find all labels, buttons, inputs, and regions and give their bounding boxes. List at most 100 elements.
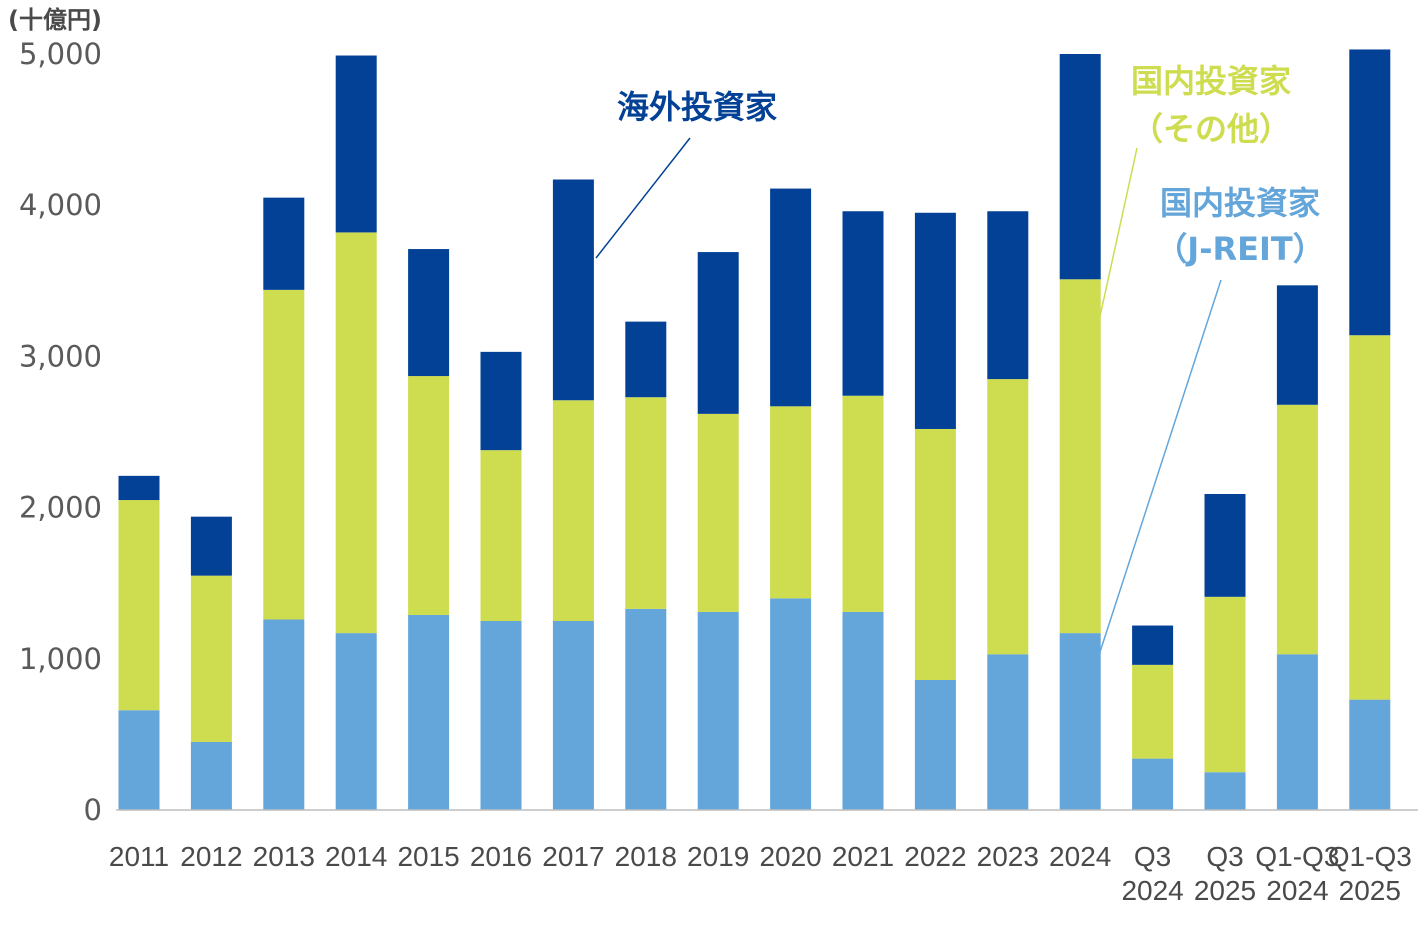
bar-segment-domestic-other bbox=[263, 289, 305, 620]
bar-segment-overseas bbox=[770, 188, 812, 407]
bar-stack bbox=[697, 252, 739, 810]
bar-segment-overseas bbox=[552, 179, 594, 401]
bar-segment-jreit bbox=[770, 598, 812, 810]
y-tick-label: 3,000 bbox=[19, 339, 102, 373]
x-tick-label: 2020 bbox=[759, 841, 821, 872]
bar-stack bbox=[480, 351, 522, 810]
bar-segment-overseas bbox=[190, 516, 232, 576]
bar-stack bbox=[408, 249, 450, 810]
bar-segment-domestic-other bbox=[1204, 596, 1246, 773]
bar-stack bbox=[552, 179, 594, 810]
bar-segment-jreit bbox=[190, 741, 232, 810]
bar-stack bbox=[1276, 285, 1318, 810]
bar-stack bbox=[118, 475, 160, 810]
bar-segment-overseas bbox=[1276, 285, 1318, 405]
bar-segment-overseas bbox=[914, 212, 956, 429]
x-tick-label: Q1-Q3 bbox=[1328, 841, 1412, 872]
bar-segment-jreit bbox=[480, 621, 522, 810]
bar-segment-jreit bbox=[118, 710, 160, 810]
bar-segment-overseas bbox=[1132, 625, 1174, 665]
bar-segment-jreit bbox=[1204, 772, 1246, 810]
bar-segment-domestic-other bbox=[1276, 404, 1318, 655]
y-tick-label: 4,000 bbox=[19, 188, 102, 222]
x-tick-label: 2015 bbox=[397, 841, 459, 872]
bar-stack bbox=[1059, 54, 1101, 810]
x-tick-label: Q3 bbox=[1206, 841, 1243, 872]
bar-segment-domestic-other bbox=[552, 400, 594, 621]
x-tick-label: 2024 bbox=[1266, 875, 1328, 906]
bar-segment-jreit bbox=[625, 608, 667, 810]
x-tick-label: 2013 bbox=[253, 841, 315, 872]
bar-segment-overseas bbox=[118, 475, 160, 501]
bar-segment-jreit bbox=[914, 679, 956, 810]
bar-segment-jreit bbox=[842, 611, 884, 810]
annotation-callout: 国内投資家 （その他） bbox=[1096, 62, 1291, 331]
bar-stack bbox=[190, 516, 232, 810]
bar-segment-domestic-other bbox=[987, 379, 1029, 655]
bar-segment-overseas bbox=[697, 252, 739, 414]
bar-segment-jreit bbox=[987, 654, 1029, 810]
bar-segment-overseas bbox=[408, 249, 450, 377]
bar-segment-domestic-other bbox=[914, 428, 956, 680]
bar-segment-domestic-other bbox=[190, 575, 232, 742]
bar-segment-domestic-other bbox=[770, 406, 812, 599]
bar-segment-jreit bbox=[408, 614, 450, 810]
annotation-callout: 国内投資家 （J-REIT） bbox=[1098, 184, 1325, 656]
bar-segment-domestic-other bbox=[118, 500, 160, 711]
bar-segment-jreit bbox=[552, 621, 594, 810]
bar-segment-overseas bbox=[1349, 49, 1391, 336]
bars bbox=[118, 49, 1391, 810]
y-tick-label: 1,000 bbox=[19, 642, 102, 676]
bar-segment-overseas bbox=[263, 197, 305, 290]
bar-segment-domestic-other bbox=[625, 397, 667, 609]
x-tick-label: 2018 bbox=[615, 841, 677, 872]
annotation-label: （J-REIT） bbox=[1155, 230, 1324, 268]
bar-stack bbox=[625, 321, 667, 810]
bar-stack bbox=[1204, 493, 1246, 810]
annotation-callout: 海外投資家 bbox=[595, 88, 777, 259]
x-tick-label: 2024 bbox=[1049, 841, 1111, 872]
bar-stack bbox=[914, 212, 956, 810]
bar-segment-domestic-other bbox=[335, 232, 377, 634]
bar-segment-overseas bbox=[625, 321, 667, 398]
y-tick-label: 0 bbox=[84, 793, 102, 827]
x-tick-label: Q1-Q3 bbox=[1255, 841, 1339, 872]
annotation-label: 海外投資家 bbox=[617, 88, 777, 126]
bar-segment-jreit bbox=[1276, 654, 1318, 810]
bar-segment-domestic-other bbox=[1349, 335, 1391, 700]
x-tick-label: 2011 bbox=[109, 841, 169, 872]
bar-segment-domestic-other bbox=[697, 413, 739, 612]
bar-segment-domestic-other bbox=[1059, 279, 1101, 634]
annotation-leader-line bbox=[1098, 279, 1222, 656]
bar-segment-overseas bbox=[987, 211, 1029, 380]
x-tick-label: 2012 bbox=[180, 841, 242, 872]
bar-segment-domestic-other bbox=[480, 450, 522, 621]
bar-segment-jreit bbox=[335, 633, 377, 810]
annotation-label: （その他） bbox=[1131, 110, 1291, 148]
bar-segment-jreit bbox=[1059, 633, 1101, 810]
y-tick-label: 5,000 bbox=[19, 37, 102, 71]
bar-segment-overseas bbox=[480, 351, 522, 451]
y-tick-label: 2,000 bbox=[19, 491, 102, 525]
annotation-leader-line bbox=[595, 137, 691, 259]
annotation-label: 国内投資家 bbox=[1131, 62, 1291, 100]
bar-segment-overseas bbox=[335, 55, 377, 233]
bar-segment-domestic-other bbox=[1132, 664, 1174, 759]
x-tick-label: 2014 bbox=[325, 841, 387, 872]
bar-segment-overseas bbox=[1204, 493, 1246, 597]
bar-segment-domestic-other bbox=[842, 395, 884, 612]
x-tick-label: 2019 bbox=[687, 841, 749, 872]
x-tick-label: 2021 bbox=[832, 841, 894, 872]
x-axis: 2011 2012 2013 2014 2015 2016 2017 2018 2019 2020… bbox=[109, 841, 1412, 906]
x-tick-label: 2016 bbox=[470, 841, 532, 872]
x-tick-label: 2023 bbox=[977, 841, 1039, 872]
bar-segment-overseas bbox=[1059, 54, 1101, 280]
bar-stack bbox=[1132, 625, 1174, 810]
annotation-leader-line bbox=[1096, 147, 1138, 331]
bar-segment-jreit bbox=[263, 619, 305, 810]
bar-stack bbox=[263, 197, 305, 810]
annotation-label: 国内投資家 bbox=[1160, 184, 1320, 222]
